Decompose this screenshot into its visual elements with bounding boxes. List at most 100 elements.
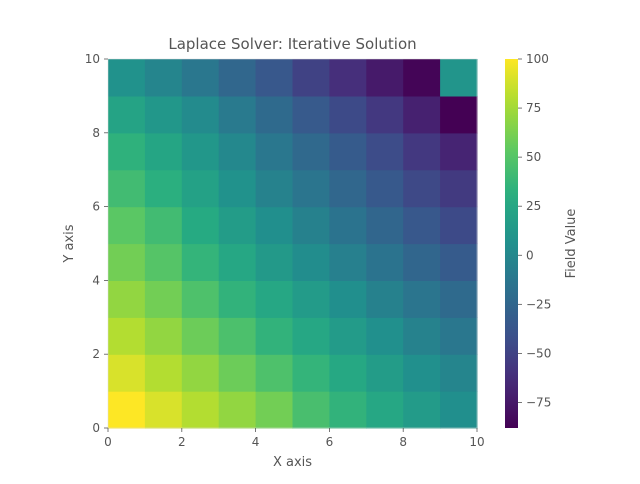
heatmap-cell: [440, 95, 478, 134]
heatmap-cell: [292, 280, 330, 318]
heatmap-cell: [255, 95, 294, 134]
heatmap-cell: [181, 132, 220, 171]
colorbar-tick-label: −50: [526, 346, 551, 360]
colorbar-tick-label: 50: [526, 150, 541, 164]
x-axis-label: X axis: [273, 455, 312, 470]
heatmap-cell: [440, 206, 478, 245]
heatmap-cell: [144, 354, 183, 392]
heatmap-cell: [329, 317, 367, 355]
y-tick-label: 10: [85, 52, 100, 66]
heatmap-cell: [181, 391, 220, 429]
heatmap-cell: [292, 169, 330, 208]
heatmap-cell: [181, 280, 220, 318]
y-tick-label: 0: [92, 421, 100, 435]
heatmap-cell: [255, 132, 294, 171]
heatmap-cell: [218, 317, 257, 355]
heatmap-cell: [218, 354, 257, 392]
heatmap-cell: [144, 59, 183, 97]
heatmap-cell: [108, 391, 146, 429]
x-axis-ticks: 0 2 4 6 8 10: [104, 428, 485, 449]
x-tick-label: 4: [252, 435, 260, 449]
y-axis-label: Y axis: [62, 224, 77, 263]
heatmap-cell: [144, 206, 183, 245]
heatmap-cell: [403, 354, 441, 392]
x-tick-label: 10: [469, 435, 484, 449]
heatmap-cell: [292, 206, 330, 245]
heatmap-cell: [255, 317, 294, 355]
heatmap-cell: [181, 317, 220, 355]
heatmap-cell: [108, 243, 146, 281]
heatmap-cell: [440, 354, 478, 392]
heatmap-cell: [218, 391, 257, 429]
heatmap-cell: [255, 169, 294, 208]
heatmap-cell: [144, 95, 183, 134]
heatmap-cell: [292, 59, 330, 97]
colorbar-label: Field Value: [564, 209, 579, 279]
heatmap-cell: [292, 391, 330, 429]
heatmap-cell: [403, 59, 441, 97]
heatmap-cell: [255, 391, 294, 429]
heatmap-cell: [144, 243, 183, 281]
heatmap-cell: [440, 391, 478, 429]
heatmap-cell: [440, 280, 478, 318]
heatmap-cell: [108, 95, 146, 134]
x-tick-label: 8: [399, 435, 407, 449]
heatmap-cell: [218, 95, 257, 134]
heatmap-cell: [366, 354, 404, 392]
heatmap-cell: [181, 59, 220, 97]
x-tick-label: 2: [178, 435, 186, 449]
heatmap-cell: [218, 169, 257, 208]
heatmap-cell: [366, 206, 404, 245]
heatmap-cell: [329, 354, 367, 392]
heatmap-cell: [403, 317, 441, 355]
heatmap-cell: [366, 169, 404, 208]
heatmap-cell: [440, 169, 478, 208]
heatmap-cell: [329, 132, 367, 171]
heatmap-cell: [366, 317, 404, 355]
heatmap-cell: [108, 59, 146, 97]
heatmap-cell: [403, 95, 441, 134]
heatmap-cell: [366, 243, 404, 281]
x-tick-label: 0: [104, 435, 112, 449]
heatmap-cell: [366, 280, 404, 318]
heatmap-cell: [108, 317, 146, 355]
heatmap-cell: [144, 132, 183, 171]
heatmap-cell: [440, 132, 478, 171]
heatmap-cell: [329, 95, 367, 134]
heatmap-cell: [255, 354, 294, 392]
colorbar-tick-label: 100: [526, 52, 549, 66]
heatmap-cells: [108, 59, 478, 429]
heatmap-cell: [108, 206, 146, 245]
plot-frame: [107, 58, 478, 429]
y-axis-ticks: 0 2 4 6 8 10: [85, 52, 108, 435]
y-tick-label: 8: [92, 126, 100, 140]
heatmap-cell: [181, 169, 220, 208]
colorbar-tick-label: −75: [526, 395, 551, 409]
colorbar-tick-label: 75: [526, 101, 541, 115]
heatmap-cell: [255, 59, 294, 97]
heatmap-cell: [255, 243, 294, 281]
heatmap-cell: [292, 354, 330, 392]
heatmap-cell: [181, 243, 220, 281]
chart-title: Laplace Solver: Iterative Solution: [168, 35, 416, 53]
heatmap-cell: [403, 206, 441, 245]
heatmap-cell: [440, 59, 478, 97]
colorbar-tick-label: 0: [526, 248, 534, 262]
heatmap-cell: [108, 169, 146, 208]
heatmap-cell: [329, 206, 367, 245]
heatmap-cell: [144, 169, 183, 208]
heatmap-cell: [144, 391, 183, 429]
heatmap-cell: [366, 59, 404, 97]
heatmap-cell: [108, 132, 146, 171]
heatmap-cell: [108, 354, 146, 392]
heatmap-cell: [440, 243, 478, 281]
colorbar-ticks: 100 75 50 25 0 −25 −50 −75: [518, 52, 551, 409]
heatmap-cell: [292, 317, 330, 355]
heatmap-cell: [403, 280, 441, 318]
heatmap-cell: [218, 243, 257, 281]
x-tick-label: 6: [326, 435, 334, 449]
heatmap-cell: [181, 354, 220, 392]
y-tick-label: 6: [92, 200, 100, 214]
